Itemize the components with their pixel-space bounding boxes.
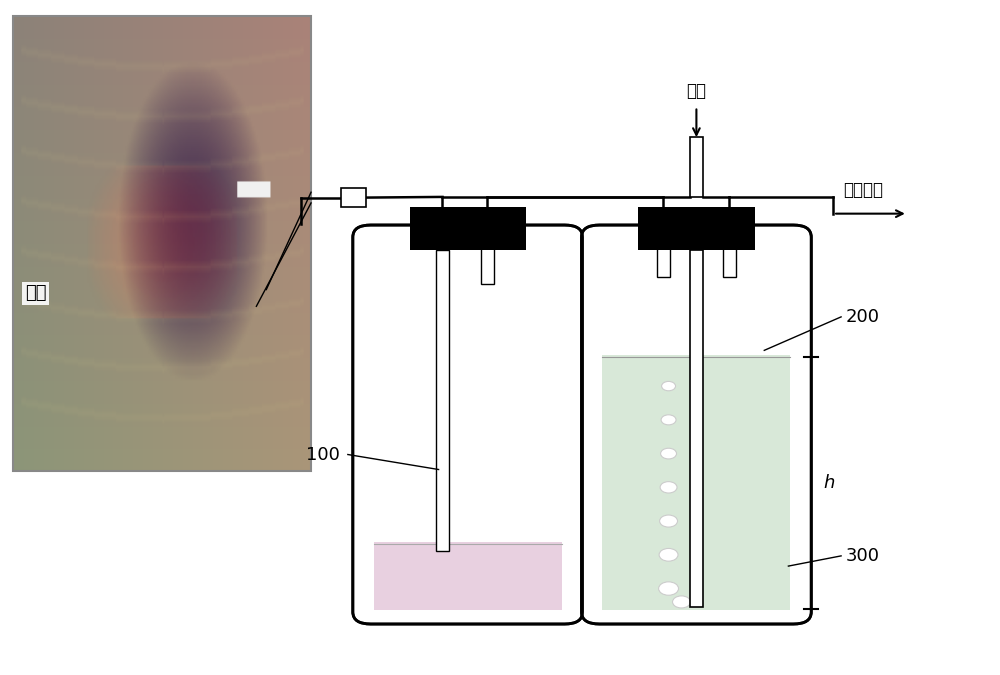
FancyBboxPatch shape — [582, 225, 811, 624]
Bar — [374, 543, 562, 610]
Text: 300: 300 — [846, 547, 880, 565]
Circle shape — [660, 515, 678, 527]
Bar — [690, 250, 703, 607]
Bar — [638, 207, 755, 250]
Bar — [657, 244, 670, 277]
Circle shape — [659, 582, 679, 595]
Text: 空气: 空气 — [686, 82, 706, 100]
Circle shape — [661, 448, 677, 459]
FancyBboxPatch shape — [353, 225, 583, 624]
Circle shape — [659, 549, 678, 561]
Bar — [341, 188, 366, 207]
Circle shape — [673, 596, 690, 608]
Text: 100: 100 — [306, 446, 340, 464]
Bar — [723, 244, 736, 277]
Bar — [602, 355, 790, 610]
Text: h: h — [823, 474, 835, 492]
Bar — [690, 136, 703, 197]
Bar — [481, 244, 494, 284]
Text: 胸腔: 胸腔 — [25, 284, 46, 302]
Circle shape — [662, 381, 676, 391]
Circle shape — [661, 415, 676, 425]
Bar — [13, 16, 311, 471]
Circle shape — [660, 482, 677, 493]
Bar — [436, 250, 449, 551]
Text: 200: 200 — [846, 308, 880, 326]
Text: 中心负压: 中心负压 — [843, 181, 883, 199]
Bar — [410, 207, 526, 250]
